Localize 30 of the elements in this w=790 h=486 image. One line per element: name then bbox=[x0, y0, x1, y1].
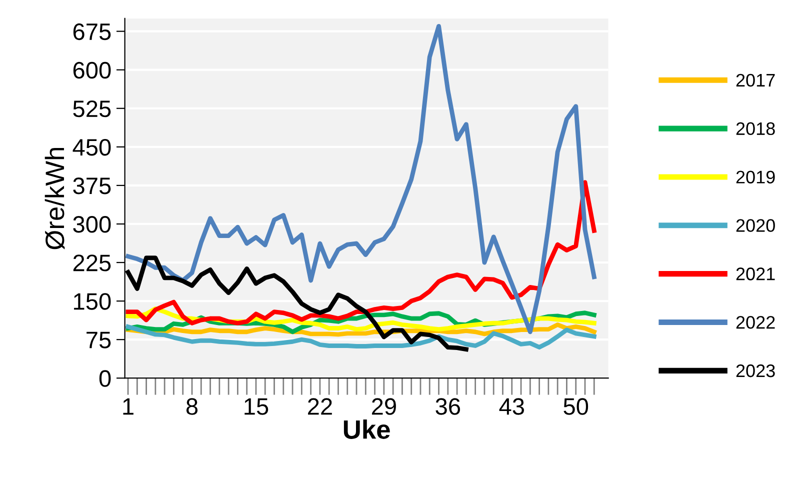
legend-label: 2020 bbox=[736, 219, 775, 232]
x-tick-label: 22 bbox=[308, 398, 332, 415]
legend-label: 2021 bbox=[736, 268, 775, 280]
legend-label: 2022 bbox=[736, 316, 775, 329]
x-tick-label: 1 bbox=[123, 398, 134, 415]
legend-label: 2023 bbox=[736, 364, 775, 378]
x-tick-label: 15 bbox=[244, 398, 268, 415]
y-tick-label: 600 bbox=[73, 62, 111, 79]
y-tick-label: 75 bbox=[86, 332, 111, 348]
legend-label: 2017 bbox=[736, 74, 775, 87]
x-axis-title: Uke bbox=[344, 420, 390, 439]
line-series bbox=[126, 324, 596, 350]
x-tick-label: 8 bbox=[186, 398, 198, 415]
y-tick-label: 150 bbox=[74, 293, 111, 310]
y-tick-label: 450 bbox=[72, 138, 111, 156]
x-tick-label: 29 bbox=[372, 398, 396, 415]
x-tick-label: 43 bbox=[499, 398, 524, 415]
legend-label: 2019 bbox=[736, 170, 775, 184]
x-tick-label: 50 bbox=[564, 398, 588, 415]
y-tick-label: 375 bbox=[73, 178, 111, 194]
line-series bbox=[126, 24, 596, 334]
line-series bbox=[126, 180, 596, 326]
y-tick-label: 675 bbox=[73, 23, 111, 40]
y-tick-label: 525 bbox=[73, 100, 111, 118]
y-tick-label: 225 bbox=[73, 254, 111, 272]
y-tick-label: 300 bbox=[73, 216, 111, 233]
y-axis-title: Øre/kWh bbox=[44, 148, 65, 250]
x-tick-label: 36 bbox=[436, 398, 460, 415]
legend-label: 2018 bbox=[736, 122, 775, 136]
y-tick-label: 0 bbox=[99, 370, 111, 387]
